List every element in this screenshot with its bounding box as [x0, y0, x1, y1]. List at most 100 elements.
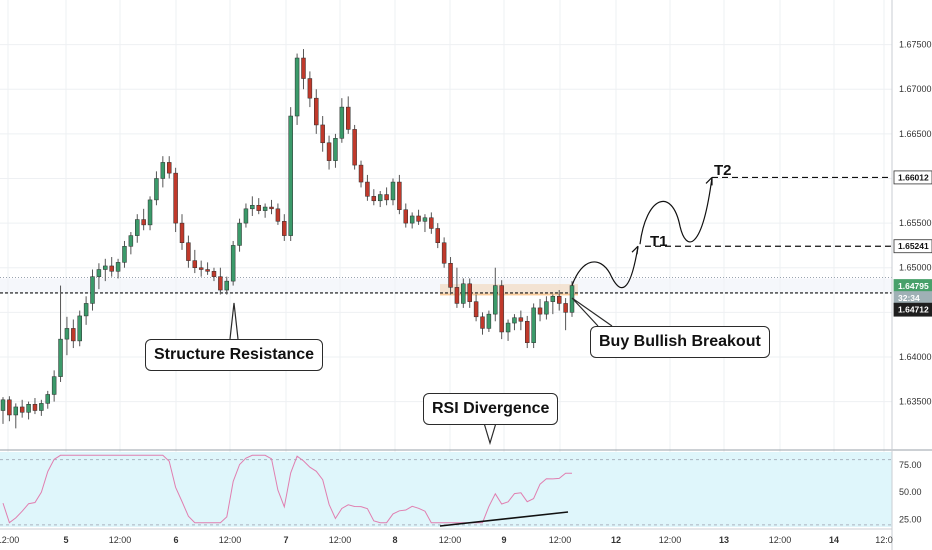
price-tick-8: 1.63500 [899, 397, 932, 407]
price-tag-4: 1.64712 [898, 305, 929, 315]
candle-85 [544, 301, 549, 315]
rsi-tick-1: 50.00 [899, 487, 922, 497]
candle-82 [525, 321, 530, 343]
time-tick-0: 12:00 [0, 535, 19, 545]
projection-to-t1 [571, 246, 639, 289]
candle-45 [288, 115, 293, 236]
candle-14 [90, 276, 95, 304]
candle-26 [166, 162, 172, 174]
candle-23 [147, 199, 153, 226]
price-tag-1: 1.65241 [898, 241, 929, 251]
candle-18 [115, 262, 121, 272]
structure-resistance-pointer [229, 302, 239, 340]
breakout-pointer [571, 297, 613, 327]
candle-44 [282, 221, 287, 236]
candle-27 [173, 172, 178, 224]
price-tag-2: 1.64795 [898, 281, 929, 291]
candle-32 [205, 269, 210, 272]
candle-62 [397, 181, 402, 210]
candle-74 [473, 301, 479, 318]
candle-86 [550, 296, 556, 302]
candle-66 [422, 217, 428, 222]
time-tick-1: 5 [63, 535, 68, 545]
candle-88 [563, 303, 568, 313]
candle-55 [352, 129, 357, 166]
candle-11 [71, 328, 76, 342]
current-price-band [0, 278, 892, 294]
candle-2 [13, 406, 19, 416]
candle-10 [64, 328, 70, 340]
time-tick-7: 8 [392, 535, 397, 545]
candle-30 [192, 260, 198, 268]
candle-53 [339, 106, 345, 139]
candle-73 [467, 283, 472, 302]
time-tick-13: 13 [719, 535, 729, 545]
time-tick-2: 12:00 [109, 535, 132, 545]
time-tick-5: 7 [283, 535, 288, 545]
time-tick-12: 12:00 [659, 535, 682, 545]
time-tick-6: 12:00 [329, 535, 352, 545]
candle-24 [154, 178, 159, 201]
rsi-divergence-callout: RSI Divergence [423, 393, 559, 425]
rsi-tick-2: 25.00 [899, 514, 922, 524]
candle-87 [556, 296, 562, 304]
candle-29 [186, 242, 191, 261]
candle-3 [19, 406, 25, 413]
candle-33 [211, 271, 217, 277]
candle-78 [499, 285, 504, 333]
candle-34 [218, 276, 223, 291]
time-tick-15: 14 [829, 535, 839, 545]
candle-17 [109, 265, 114, 272]
price-tick-2: 1.66500 [899, 129, 932, 139]
candle-42 [269, 206, 274, 210]
candle-15 [96, 269, 102, 277]
time-tick-8: 12:00 [439, 535, 462, 545]
candle-7 [45, 394, 50, 404]
candle-0 [0, 399, 6, 411]
candle-72 [461, 283, 466, 304]
time-tick-4: 12:00 [219, 535, 242, 545]
candle-84 [537, 307, 543, 315]
candle-48 [307, 78, 313, 99]
candle-5 [32, 404, 38, 411]
time-tick-11: 12 [611, 535, 621, 545]
candle-68 [435, 228, 440, 243]
candle-13 [83, 303, 89, 317]
candle-1 [7, 399, 12, 416]
rsi-divergence-pointer [483, 422, 497, 446]
price-tag-0: 1.66012 [898, 172, 929, 182]
rsi-tick-0: 75.00 [899, 460, 922, 470]
candle-43 [275, 208, 281, 222]
candle-54 [346, 106, 351, 130]
candle-71 [454, 287, 460, 304]
rsi-pane [0, 452, 892, 527]
time-tick-3: 6 [173, 535, 178, 545]
candle-57 [365, 181, 370, 197]
time-tick-10: 12:00 [549, 535, 572, 545]
candle-76 [486, 313, 492, 329]
time-tick-14: 12:00 [769, 535, 792, 545]
candle-51 [326, 142, 332, 161]
price-tag-3: 32:34 [898, 293, 920, 303]
candle-39 [250, 205, 255, 210]
candle-59 [377, 194, 383, 202]
candle-4 [26, 404, 31, 413]
candle-16 [103, 265, 108, 270]
candle-67 [429, 217, 434, 229]
candle-46 [294, 57, 300, 117]
rsi-divergence-trendline [439, 511, 569, 527]
price-tag-bg-0 [893, 170, 932, 185]
candle-64 [409, 215, 415, 224]
t2-label: T2 [714, 162, 732, 179]
candle-37 [237, 222, 242, 246]
candle-69 [441, 242, 447, 264]
candle-49 [314, 97, 319, 126]
candle-47 [301, 57, 306, 79]
price-tick-5: 1.65000 [899, 263, 932, 273]
candle-80 [512, 317, 517, 324]
candle-79 [505, 322, 511, 333]
candle-70 [448, 263, 453, 288]
candle-9 [58, 338, 63, 377]
candle-19 [122, 246, 127, 263]
